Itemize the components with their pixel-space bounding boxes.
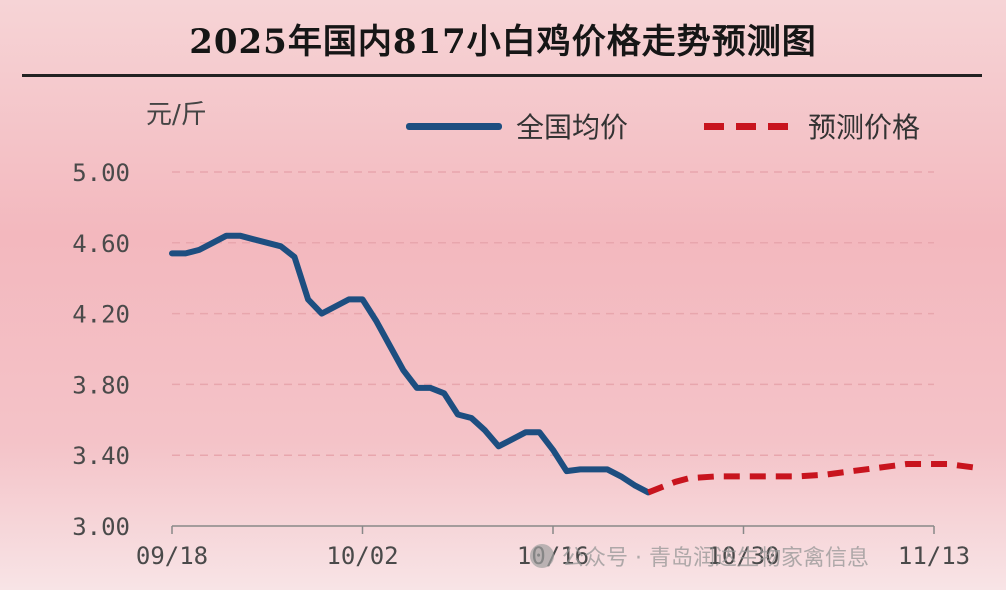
wechat-icon bbox=[530, 544, 554, 568]
legend-solid-line-swatch bbox=[406, 122, 502, 130]
legend-item-forecast: 预测价格 bbox=[704, 106, 920, 146]
y-axis-unit-label: 元/斤 bbox=[146, 100, 207, 130]
series-line-forecast bbox=[647, 461, 976, 496]
legend-dashed-line-swatch bbox=[704, 122, 796, 130]
y-tick-label: 3.00 bbox=[72, 513, 130, 541]
legend-label-national-average: 全国均价 bbox=[516, 111, 629, 144]
x-tick-label: 11/13 bbox=[898, 542, 970, 570]
chart-title: 2025年国内817小白鸡价格走势预测图 bbox=[189, 22, 817, 62]
title-divider bbox=[22, 74, 982, 77]
x-tick-label: 10/02 bbox=[326, 542, 398, 570]
y-tick-label: 3.80 bbox=[72, 371, 130, 399]
x-tick-label: 10/30 bbox=[707, 542, 779, 570]
x-tick-label: 09/18 bbox=[136, 542, 208, 570]
watermark: 公众号 · 青岛润达生物家禽信息 bbox=[530, 540, 869, 572]
legend-label-forecast: 预测价格 bbox=[808, 111, 921, 144]
y-tick-label: 4.20 bbox=[72, 301, 130, 329]
series-line-national-average bbox=[169, 232, 652, 496]
watermark-text: 公众号 · 青岛润达生物家禽信息 bbox=[562, 546, 869, 571]
y-tick-label: 5.00 bbox=[72, 159, 130, 187]
legend-item-national-average: 全国均价 bbox=[406, 106, 628, 146]
y-tick-label: 3.40 bbox=[72, 442, 130, 470]
y-tick-label: 4.60 bbox=[72, 230, 130, 258]
